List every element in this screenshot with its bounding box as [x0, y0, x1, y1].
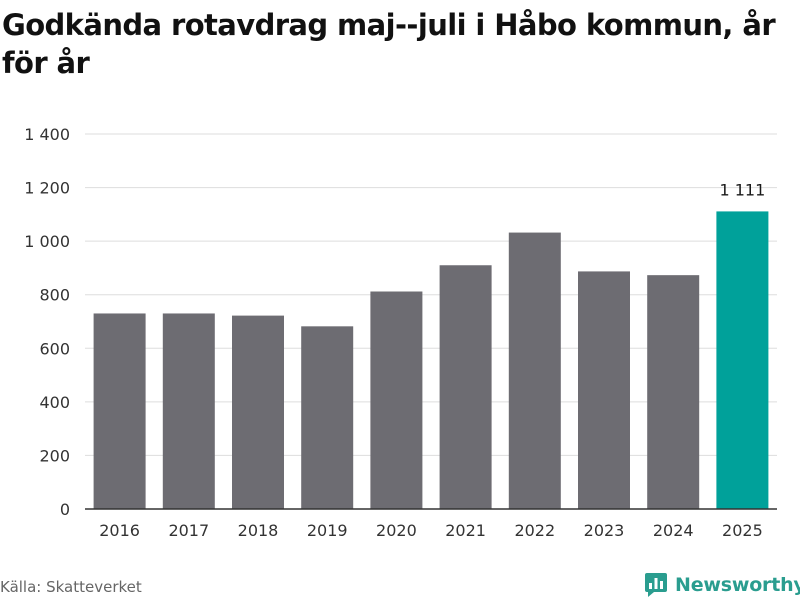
x-tick-label: 2021	[445, 521, 486, 540]
data-label: 1 111	[719, 180, 765, 199]
y-tick-label: 1 200	[24, 179, 70, 198]
bar-2020	[370, 291, 423, 509]
bar-2016	[93, 313, 146, 509]
bar-2022	[508, 232, 561, 510]
newsworthy-logo: Newsworthy	[645, 570, 800, 600]
y-tick-label: 800	[39, 286, 70, 305]
bar-2024	[647, 275, 700, 509]
y-axis-tick-labels: 0 200 400 600 800 1 000 1 200 1 400	[24, 125, 70, 519]
chart-title: Godkända rotavdrag maj--juli i Håbo komm…	[2, 8, 776, 80]
x-tick-label: 2024	[653, 521, 694, 540]
x-tick-label: 2016	[99, 521, 140, 540]
bar-chart-speech-bubble-icon	[645, 573, 667, 597]
y-tick-label: 600	[39, 339, 70, 358]
x-tick-label: 2020	[376, 521, 417, 540]
data-labels: 1 111	[719, 180, 765, 199]
bar-2021	[439, 265, 492, 509]
y-tick-label: 1 000	[24, 232, 70, 251]
x-tick-label: 2025	[722, 521, 763, 540]
bar-2019	[301, 326, 354, 509]
bar-2025	[716, 211, 769, 510]
bars	[93, 211, 769, 510]
bar-2023	[578, 271, 630, 509]
source-note: Källa: Skatteverket	[0, 578, 142, 596]
x-tick-label: 2018	[238, 521, 279, 540]
x-axis-tick-labels: 2016 2017 2018 2019 2020 2021 2022 2023 2024 2025	[99, 521, 763, 540]
x-tick-label: 2017	[168, 521, 209, 540]
brand-name: Newsworthy	[675, 574, 800, 596]
x-tick-label: 2022	[514, 521, 555, 540]
y-tick-label: 1 400	[24, 125, 70, 144]
y-tick-label: 0	[60, 500, 70, 519]
x-tick-label: 2019	[307, 521, 348, 540]
y-tick-label: 400	[39, 393, 70, 412]
bar-2017	[162, 313, 215, 509]
y-tick-label: 200	[39, 446, 70, 465]
bar-2018	[232, 315, 284, 509]
x-tick-label: 2023	[584, 521, 625, 540]
